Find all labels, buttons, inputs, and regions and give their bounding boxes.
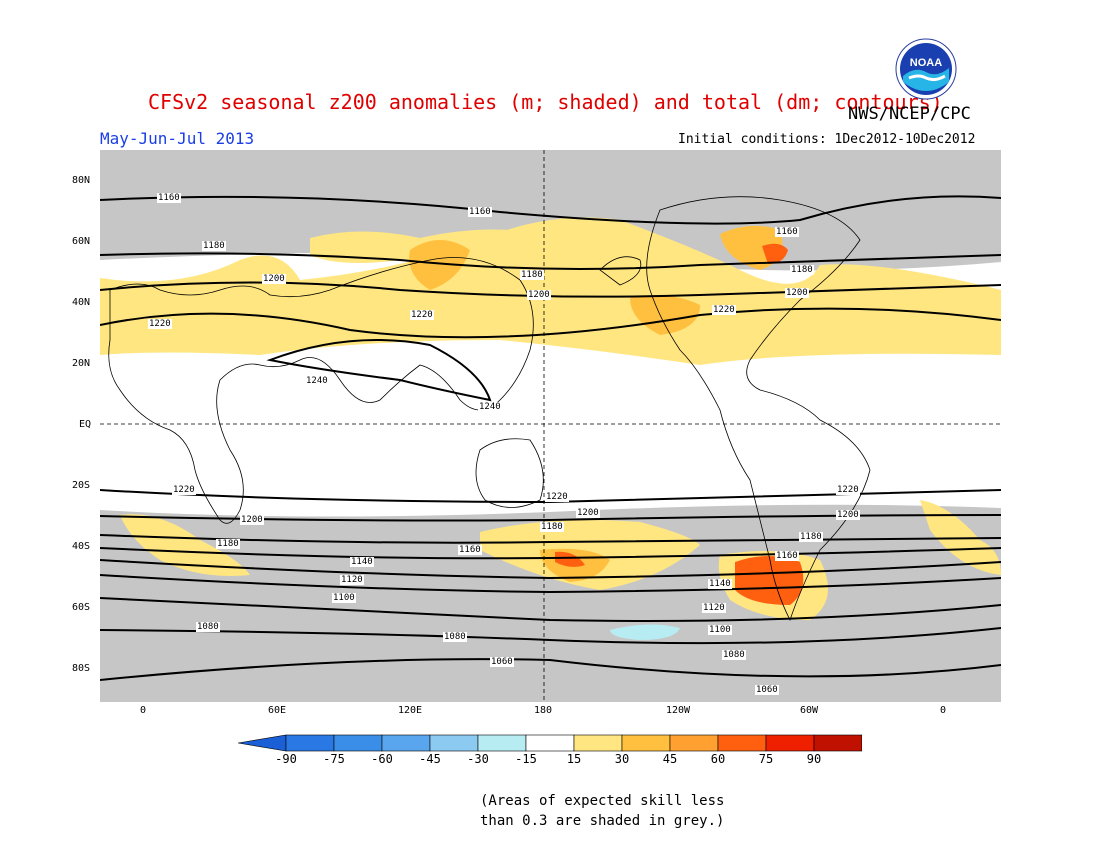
colorbar-segment — [429, 734, 479, 752]
lat-label-60n: 60N — [72, 236, 91, 247]
contour-label: 1180 — [790, 265, 814, 275]
reference-lines — [100, 150, 1001, 702]
lat-label-60s: 60S — [72, 602, 91, 613]
contour-label: 1060 — [490, 657, 514, 667]
contour-label: 1060 — [755, 685, 779, 695]
lon-label-60e: 60E — [268, 705, 287, 716]
agency-label: NWS/NCEP/CPC — [848, 104, 971, 124]
contour-label: 1160 — [157, 193, 181, 203]
lon-label-0-east: 0 — [940, 705, 947, 716]
chart-title: CFSv2 seasonal z200 anomalies (m; shaded… — [148, 90, 943, 114]
colorbar-segment — [813, 734, 862, 752]
colorbar-segment — [525, 734, 575, 752]
colorbar-segment — [717, 734, 767, 752]
contour-label: 1140 — [708, 579, 732, 589]
colorbar-label: 60 — [710, 752, 726, 766]
contour-label: 1080 — [443, 632, 467, 642]
lat-label-80s: 80S — [72, 663, 91, 674]
contour-label: 1180 — [540, 522, 564, 532]
colorbar-label: -45 — [419, 752, 441, 766]
season-label: May-Jun-Jul 2013 — [100, 129, 255, 148]
colorbar — [238, 734, 862, 752]
colorbar-segment — [669, 734, 719, 752]
colorbar-label: -90 — [275, 752, 297, 766]
colorbar-label: -15 — [515, 752, 537, 766]
colorbar-label: 45 — [662, 752, 678, 766]
contour-label: 1100 — [708, 625, 732, 635]
contour-label: 1200 — [527, 290, 551, 300]
contour-label: 1180 — [202, 241, 226, 251]
contour-label: 1200 — [262, 274, 286, 284]
lat-label-20n: 20N — [72, 358, 91, 369]
negative-anomaly-shading — [610, 624, 680, 640]
lon-label-120w: 120W — [666, 705, 691, 716]
lon-label-120e: 120E — [398, 705, 423, 716]
colorbar-label: 90 — [806, 752, 822, 766]
contour-label: 1240 — [305, 376, 329, 386]
noaa-logo: NOAA — [895, 38, 957, 100]
lat-label-20s: 20S — [72, 480, 91, 491]
colorbar-segment — [573, 734, 623, 752]
lat-label-40n: 40N — [72, 297, 91, 308]
contour-label: 1160 — [775, 227, 799, 237]
colorbar-segment — [621, 734, 671, 752]
logo-text: NOAA — [910, 57, 942, 69]
contour-label: 1240 — [478, 402, 502, 412]
contour-label: 1220 — [148, 319, 172, 329]
contour-label: 1220 — [545, 492, 569, 502]
colorbar-label: -30 — [467, 752, 489, 766]
contour-label: 1200 — [785, 288, 809, 298]
contour-label: 1180 — [799, 532, 823, 542]
geopotential-contours — [100, 195, 1001, 681]
contour-label: 1160 — [458, 545, 482, 555]
contour-label: 1080 — [196, 622, 220, 632]
skill-note-line2: than 0.3 are shaded in grey.) — [480, 813, 725, 829]
contour-label: 1200 — [576, 508, 600, 518]
colorbar-label: -60 — [371, 752, 393, 766]
contour-label: 1160 — [468, 207, 492, 217]
lon-label-0: 0 — [140, 705, 147, 716]
colorbar-segment — [381, 734, 431, 752]
lon-label-180: 180 — [534, 705, 553, 716]
colorbar-segment — [238, 734, 287, 752]
colorbar-label: 30 — [614, 752, 630, 766]
contour-label: 1220 — [712, 305, 736, 315]
colorbar-label: -75 — [323, 752, 345, 766]
contour-label: 1140 — [350, 557, 374, 567]
contour-label: 1180 — [216, 539, 240, 549]
initial-conditions-label: Initial conditions: 1Dec2012-10Dec2012 — [678, 132, 976, 147]
contour-label: 1100 — [332, 593, 356, 603]
contour-label: 1120 — [702, 603, 726, 613]
lon-label-60w: 60W — [800, 705, 819, 716]
contour-label: 1220 — [172, 485, 196, 495]
lat-label-80n: 80N — [72, 175, 91, 186]
contour-label: 1120 — [340, 575, 364, 585]
contour-label: 1080 — [722, 650, 746, 660]
lat-label-40s: 40S — [72, 541, 91, 552]
lat-label-eq: EQ — [79, 419, 92, 430]
skill-note-line1: (Areas of expected skill less — [480, 793, 725, 809]
contour-label: 1220 — [836, 485, 860, 495]
colorbar-segment — [285, 734, 335, 752]
contour-label: 1160 — [775, 551, 799, 561]
colorbar-label: 75 — [758, 752, 774, 766]
anomaly-map — [100, 150, 1001, 702]
colorbar-segment — [765, 734, 815, 752]
contour-label: 1200 — [240, 515, 264, 525]
colorbar-segment — [333, 734, 383, 752]
contour-label: 1220 — [410, 310, 434, 320]
contour-label: 1200 — [836, 510, 860, 520]
colorbar-label: 15 — [566, 752, 582, 766]
colorbar-segment — [477, 734, 527, 752]
coastlines — [108, 196, 871, 622]
contour-label: 1180 — [520, 270, 544, 280]
